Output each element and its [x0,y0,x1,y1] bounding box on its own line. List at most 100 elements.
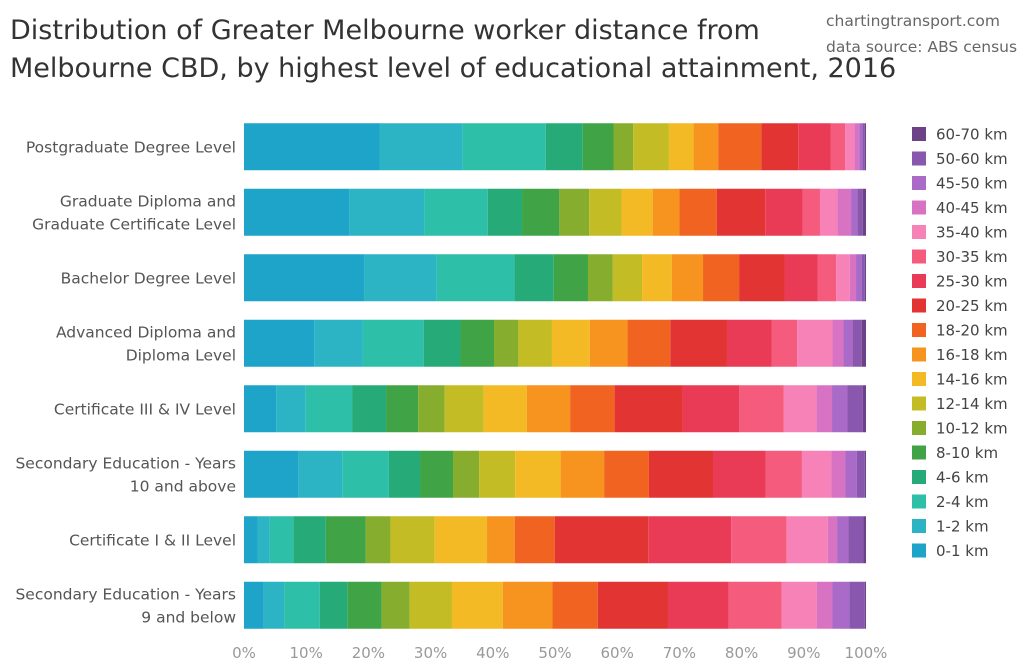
x-tick-label: 90% [787,644,820,662]
legend-label: 14-16 km [936,371,1008,389]
legend-label: 20-25 km [936,297,1008,315]
bar-segment [649,451,713,498]
bar-segment [527,385,570,432]
bar-segment [771,320,797,367]
bar-segment [352,385,386,432]
x-tick-label: 100% [845,644,888,662]
bar-segment [244,385,276,432]
bar-segment [522,189,559,236]
category-label: Diploma Level [126,346,236,364]
bar-segment [460,320,494,367]
bar-segment [787,516,828,563]
legend-item: 35-40 km [912,224,1008,242]
bar-segment [589,189,621,236]
bar-segment [515,451,560,498]
category-label: Postgraduate Degree Level [26,138,236,156]
bar-segment [613,254,642,301]
legend-item: 30-35 km [912,248,1008,266]
legend-label: 60-70 km [936,126,1008,144]
legend-label: 4-6 km [936,469,989,487]
bar-segment [854,123,859,170]
bar-segment [553,582,598,629]
bar-segment [628,320,671,367]
legend-label: 0-1 km [936,542,989,560]
bar-segment [731,516,786,563]
bar-segment [683,385,740,432]
bar-segment [832,385,847,432]
bar-segment [863,385,866,432]
bar-segment [554,254,588,301]
legend-swatch [912,250,926,264]
legend-label: 50-60 km [936,150,1008,168]
legend-item: 4-6 km [912,469,989,487]
x-tick-label: 0% [232,644,256,662]
bar-segment [703,254,739,301]
bar-segment [552,320,590,367]
bar-segment [739,385,783,432]
bar-row [244,451,866,498]
bar-segment [342,451,389,498]
bar-segment [350,189,425,236]
category-label: Secondary Education - Years [15,454,236,472]
bar-segment [648,516,731,563]
category-label: Certificate III & IV Level [54,400,236,418]
category-label: Advanced Diploma and [56,323,236,341]
bar-segment [859,123,862,170]
bar-segment [487,516,515,563]
category-label: 9 and below [141,608,236,626]
bar-segment [857,451,865,498]
bar-segment [559,189,589,236]
bar-segment [803,189,820,236]
legend-label: 18-20 km [936,322,1008,340]
bar-segment [817,582,833,629]
legend-swatch [912,421,926,435]
bar-row [244,254,866,301]
bar-segment [831,451,845,498]
legend-label: 30-35 km [936,248,1008,266]
bar-segment [614,123,634,170]
legend-item: 60-70 km [912,126,1008,144]
bar-segment [782,582,817,629]
category-labels: Postgraduate Degree Level Graduate Diplom… [15,138,236,626]
legend-swatch [912,470,926,484]
x-tick-label: 50% [538,644,571,662]
bar-segment [366,516,391,563]
bar-segment [729,582,782,629]
bar-segment [418,385,445,432]
x-tick-label: 60% [601,644,634,662]
bar-segment [270,516,293,563]
category-label: Secondary Education - Years [15,585,236,603]
bar-row [244,582,866,629]
legend-swatch [912,299,926,313]
bar-segment [862,320,866,367]
legend-item: 18-20 km [912,322,1008,340]
legend-label: 2-4 km [936,493,989,511]
bar-segment [851,189,857,236]
bar-segment [320,582,348,629]
bar-segment [837,189,851,236]
legend-label: 16-18 km [936,346,1008,364]
bar-segment [802,451,831,498]
bar-segment [845,451,856,498]
bar-segment [817,385,832,432]
bar-segment [244,189,350,236]
legend-label: 10-12 km [936,420,1008,438]
bar-segment [264,582,284,629]
x-tick-label: 30% [414,644,447,662]
bar-segment [420,451,453,498]
bar-segment [633,123,669,170]
legend-swatch [912,225,926,239]
bar-segment [864,516,866,563]
bar-segment [484,385,527,432]
x-tick-label: 40% [476,644,509,662]
legend-label: 25-30 km [936,273,1008,291]
bar-segment [670,320,727,367]
bar-segment [244,320,314,367]
x-tick-label: 20% [352,644,385,662]
x-tick-label: 80% [725,644,758,662]
bar-segment [766,451,802,498]
bar-row [244,123,866,170]
legend-label: 1-2 km [936,518,989,536]
x-tick-label: 10% [290,644,323,662]
bar-segment [590,320,628,367]
